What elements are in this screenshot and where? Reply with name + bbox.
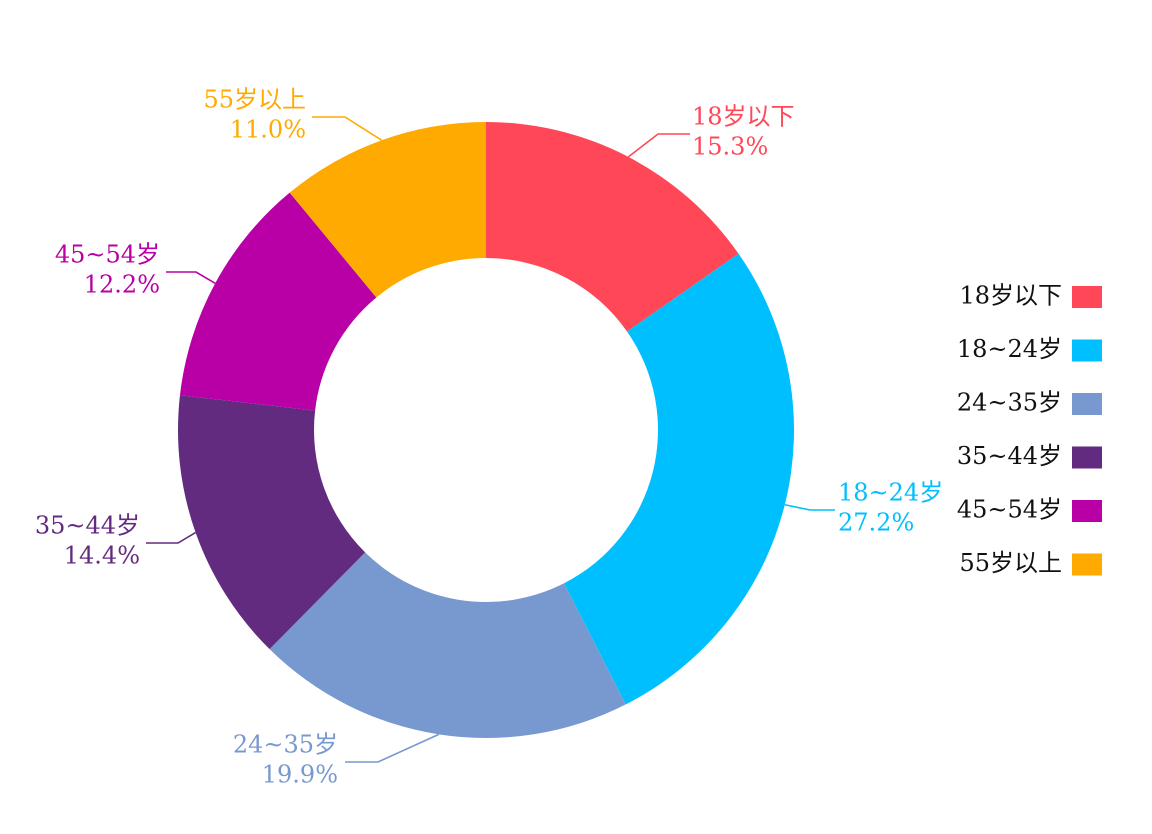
leader-line-5 (166, 271, 216, 285)
data-label-percent-2: 27.2% (838, 509, 914, 537)
legend-item-3: 24~35岁 (957, 389, 1102, 417)
legend-swatch-4 (1072, 446, 1102, 469)
leader-line-3 (345, 733, 440, 763)
donut-slice-4 (177, 395, 366, 650)
legend-label-2: 18~24岁 (957, 335, 1062, 363)
leader-line-1 (627, 133, 690, 158)
legend-swatch-1 (1072, 286, 1102, 308)
data-label-percent-6: 11.0% (230, 116, 306, 144)
legend-item-6: 55岁以上 (959, 549, 1102, 577)
data-label-percent-5: 12.2% (84, 271, 160, 299)
leader-lines-group (146, 116, 835, 763)
slices-group (177, 121, 794, 738)
legend-label-4: 35~44岁 (957, 442, 1062, 470)
legend-item-2: 18~24岁 (957, 335, 1102, 363)
leader-line-2 (784, 503, 835, 511)
donut-slice-5 (179, 192, 377, 411)
legend-label-1: 18岁以下 (959, 282, 1062, 310)
data-label-category-4: 35~44岁 (35, 512, 140, 540)
data-label-percent-1: 15.3% (692, 133, 768, 161)
legend-swatch-2 (1072, 339, 1102, 362)
data-label-category-3: 24~35岁 (233, 731, 338, 759)
leader-line-6 (312, 116, 383, 141)
data-label-category-5: 45~54岁 (55, 241, 160, 269)
legend-swatch-5 (1072, 500, 1102, 522)
legend-item-5: 45~54岁 (957, 496, 1102, 524)
legend-label-3: 24~35岁 (957, 389, 1062, 417)
donut-slice-2 (564, 253, 794, 705)
legend-swatch-3 (1072, 393, 1102, 415)
data-label-category-6: 55岁以上 (203, 86, 306, 114)
legend: 18岁以下 18~24岁 24~35岁 35~44岁 45~54岁 55岁以上 (957, 282, 1102, 577)
legend-swatch-6 (1072, 553, 1102, 576)
data-label-category-2: 18~24岁 (838, 479, 943, 507)
donut-slice-6 (289, 121, 486, 298)
donut-slice-3 (269, 552, 626, 738)
donut-slice-1 (486, 122, 739, 332)
legend-label-5: 45~54岁 (957, 496, 1062, 524)
leader-line-4 (146, 531, 196, 544)
legend-item-1: 18岁以下 (959, 282, 1102, 310)
legend-label-6: 55岁以上 (959, 549, 1062, 577)
data-label-percent-3: 19.9% (262, 761, 338, 789)
data-label-percent-4: 14.4% (64, 542, 140, 570)
legend-item-4: 35~44岁 (957, 442, 1102, 470)
data-label-category-1: 18岁以下 (692, 103, 795, 131)
